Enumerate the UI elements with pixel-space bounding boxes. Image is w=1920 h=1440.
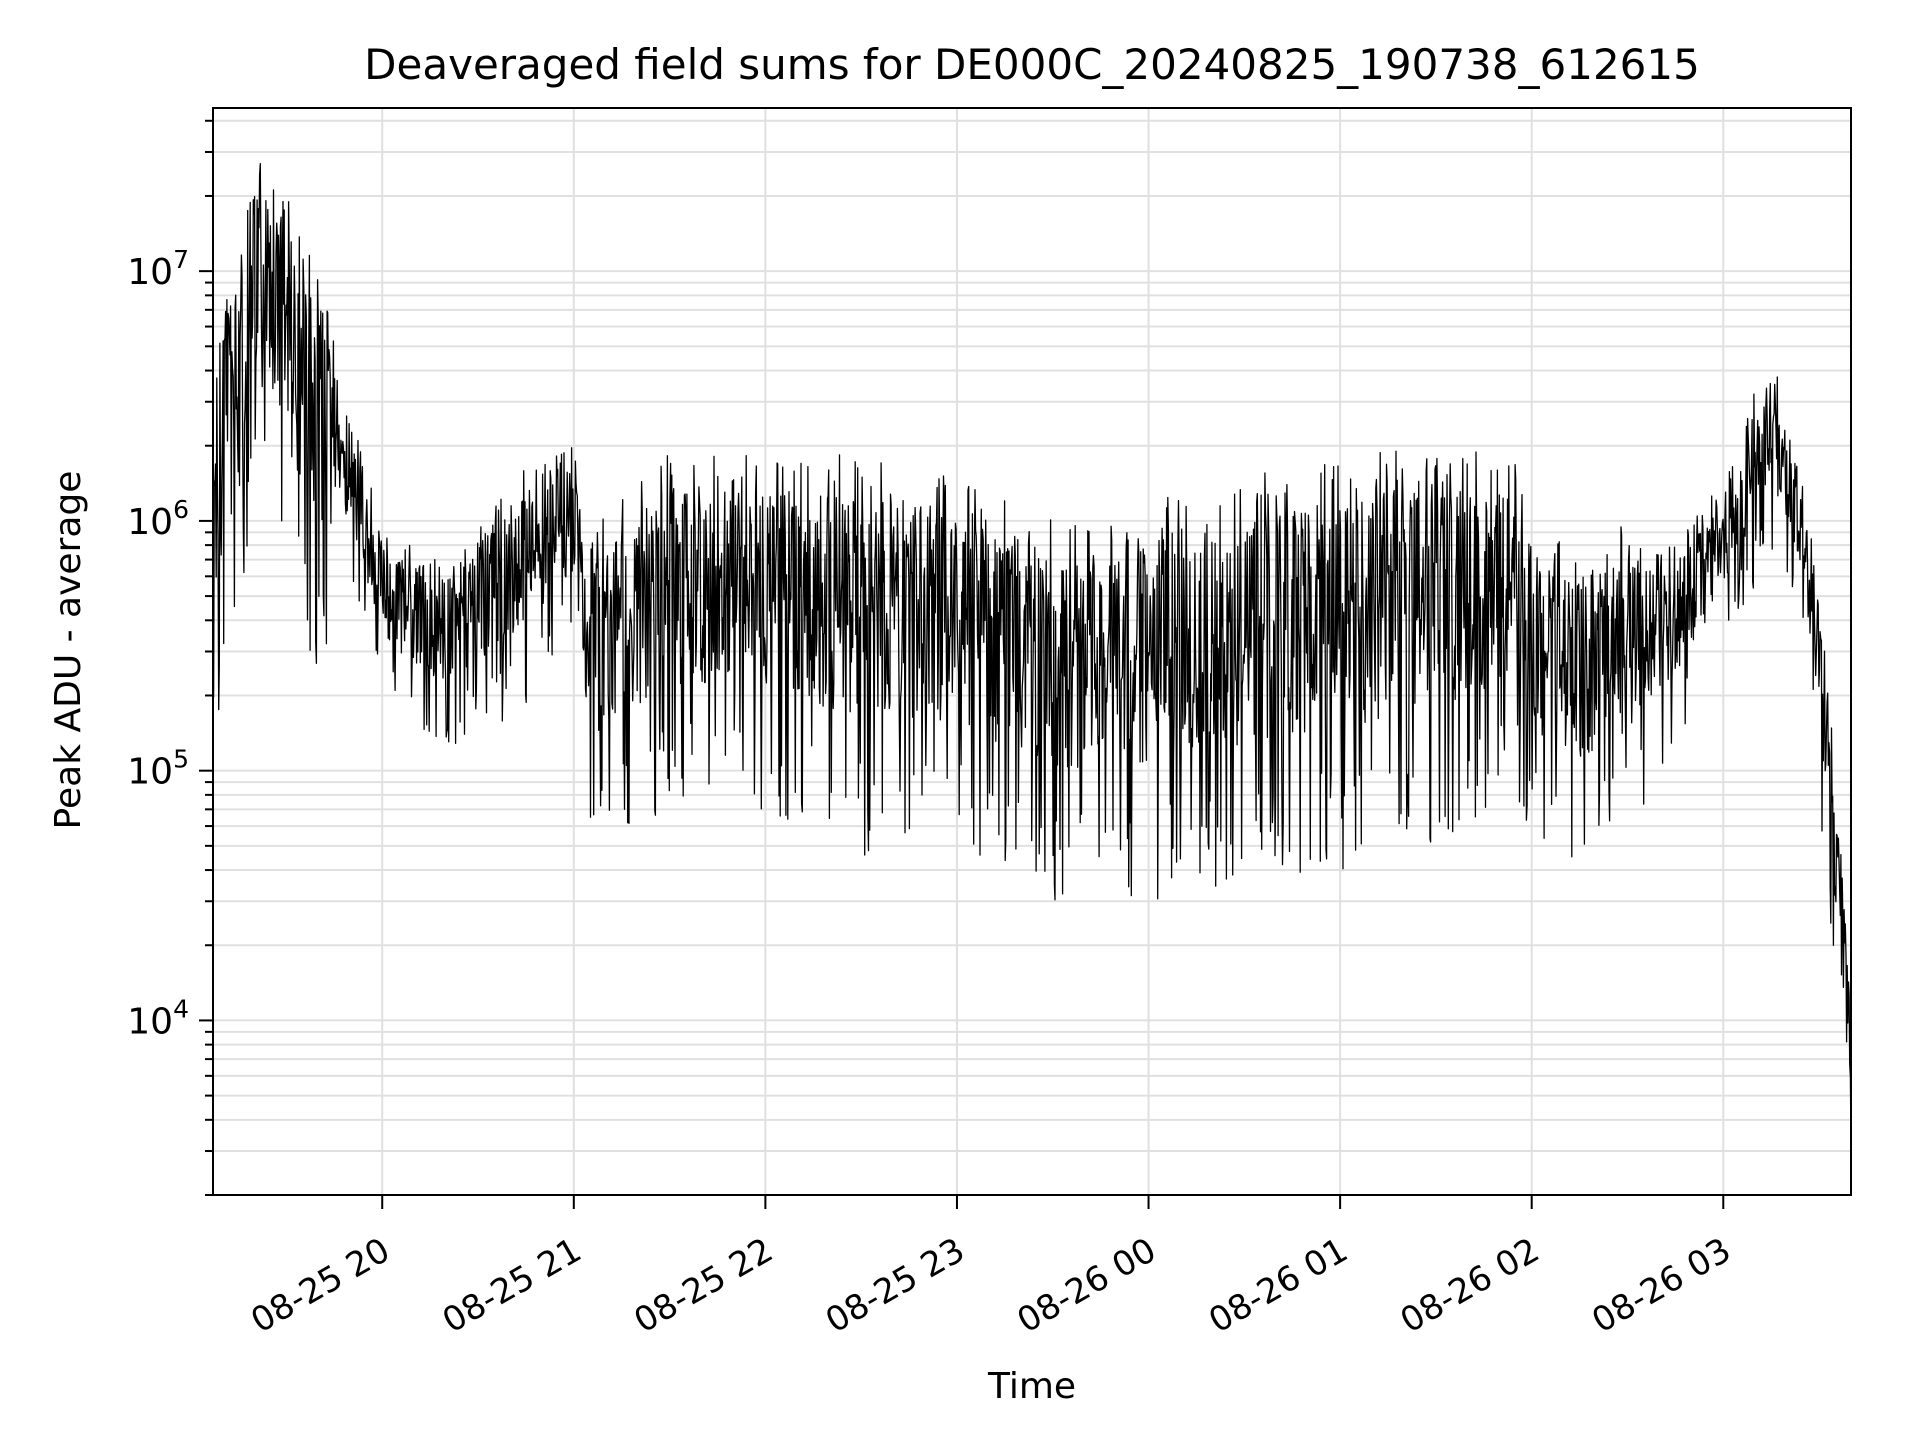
x-axis-label: Time [987,1366,1076,1407]
x-tick-label: 08-25 21 [436,1230,588,1341]
chart-title: Deaveraged field sums for DE000C_2024082… [364,40,1700,89]
y-axis-label: Peak ADU - average [48,471,89,830]
x-tick-label: 08-25 23 [819,1230,971,1341]
series-line [212,163,1852,1152]
x-tick-label: 08-26 02 [1394,1230,1546,1341]
y-tick-label: 106 [127,495,189,543]
x-tick-label: 08-26 03 [1585,1230,1737,1341]
y-tick-label: 104 [127,994,189,1042]
x-tick-label: 08-26 00 [1011,1230,1163,1341]
axis-ticks: 08-25 20 08-25 21 08-25 22 08-25 23 08-26 00… [127,119,1738,1341]
x-tick-label: 08-25 22 [627,1230,779,1341]
series-layer [212,163,1852,1152]
y-tick-label: 105 [127,745,189,793]
x-tick-label: 08-25 20 [244,1230,396,1341]
y-tick-label: 107 [127,245,189,293]
x-tick-label: 08-26 01 [1202,1230,1354,1341]
